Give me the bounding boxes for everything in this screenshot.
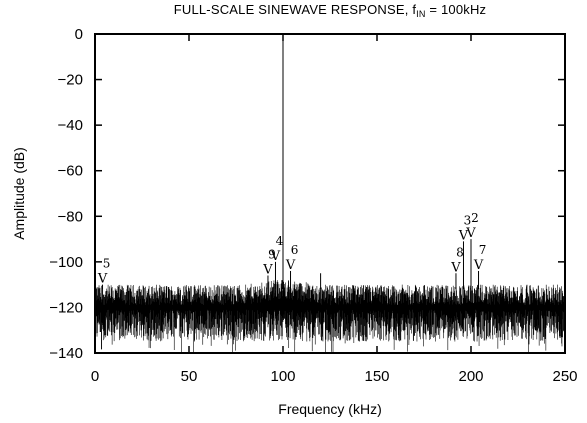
chart-title-main: FULL-SCALE SINEWAVE RESPONSE, f: [173, 2, 417, 17]
noise-floor-trace: [94, 280, 566, 353]
chart-title: FULL-SCALE SINEWAVE RESPONSE, fIN = 100k…: [95, 2, 565, 19]
spur-layer: [102, 239, 480, 290]
chart-title-subscript: IN: [416, 9, 426, 19]
harmonic-marker-7: V: [473, 258, 484, 273]
x-tick-label: 0: [91, 368, 99, 385]
harmonic-marker-5: V: [97, 272, 108, 287]
harmonic-label-2: 2: [471, 211, 479, 225]
y-tick-label: −120: [49, 299, 83, 316]
y-tick-label: −100: [49, 254, 83, 271]
harmonic-marker-8: V: [450, 260, 461, 275]
x-tick-label: 150: [364, 368, 389, 385]
y-tick-label: −80: [58, 208, 83, 225]
harmonic-label-5: 5: [103, 257, 111, 271]
axis-ticks: 0 −20 −40 −60 −80 −100 −120 −140 0 50 100 150 200 250: [49, 26, 577, 385]
x-axis-label: Frequency (kHz): [278, 401, 381, 417]
harmonic-marker-4: V: [270, 249, 281, 264]
y-tick-label: −40: [58, 117, 83, 134]
chart-title-suffix: = 100kHz: [425, 2, 487, 17]
harmonic-label-9: 9: [268, 248, 276, 262]
plot-area-frame: [94, 33, 566, 354]
harmonic-label-4: 4: [276, 234, 284, 248]
y-axis-label: Amplitude (dB): [11, 147, 27, 240]
x-tick-label: 200: [458, 368, 483, 385]
harmonic-marker-9: V: [262, 263, 273, 278]
y-tick-label: −20: [58, 72, 83, 89]
y-tick-label: −140: [49, 345, 83, 362]
harmonic-label-3: 3: [464, 213, 472, 227]
x-tick-label: 100: [270, 368, 295, 385]
harmonic-marker-6: V: [285, 258, 296, 273]
x-tick-label: 250: [552, 368, 577, 385]
harmonic-label-8: 8: [456, 245, 464, 259]
harmonic-marker-2: V: [465, 226, 476, 241]
harmonic-label-6: 6: [291, 243, 299, 257]
noise-floor-layer: [94, 280, 566, 353]
harmonic-label-7: 7: [479, 243, 487, 257]
harmonic-marker-3: V: [458, 228, 469, 243]
x-tick-label: 50: [181, 368, 198, 385]
y-tick-label: −60: [58, 163, 83, 180]
y-tick-label: 0: [75, 26, 83, 43]
